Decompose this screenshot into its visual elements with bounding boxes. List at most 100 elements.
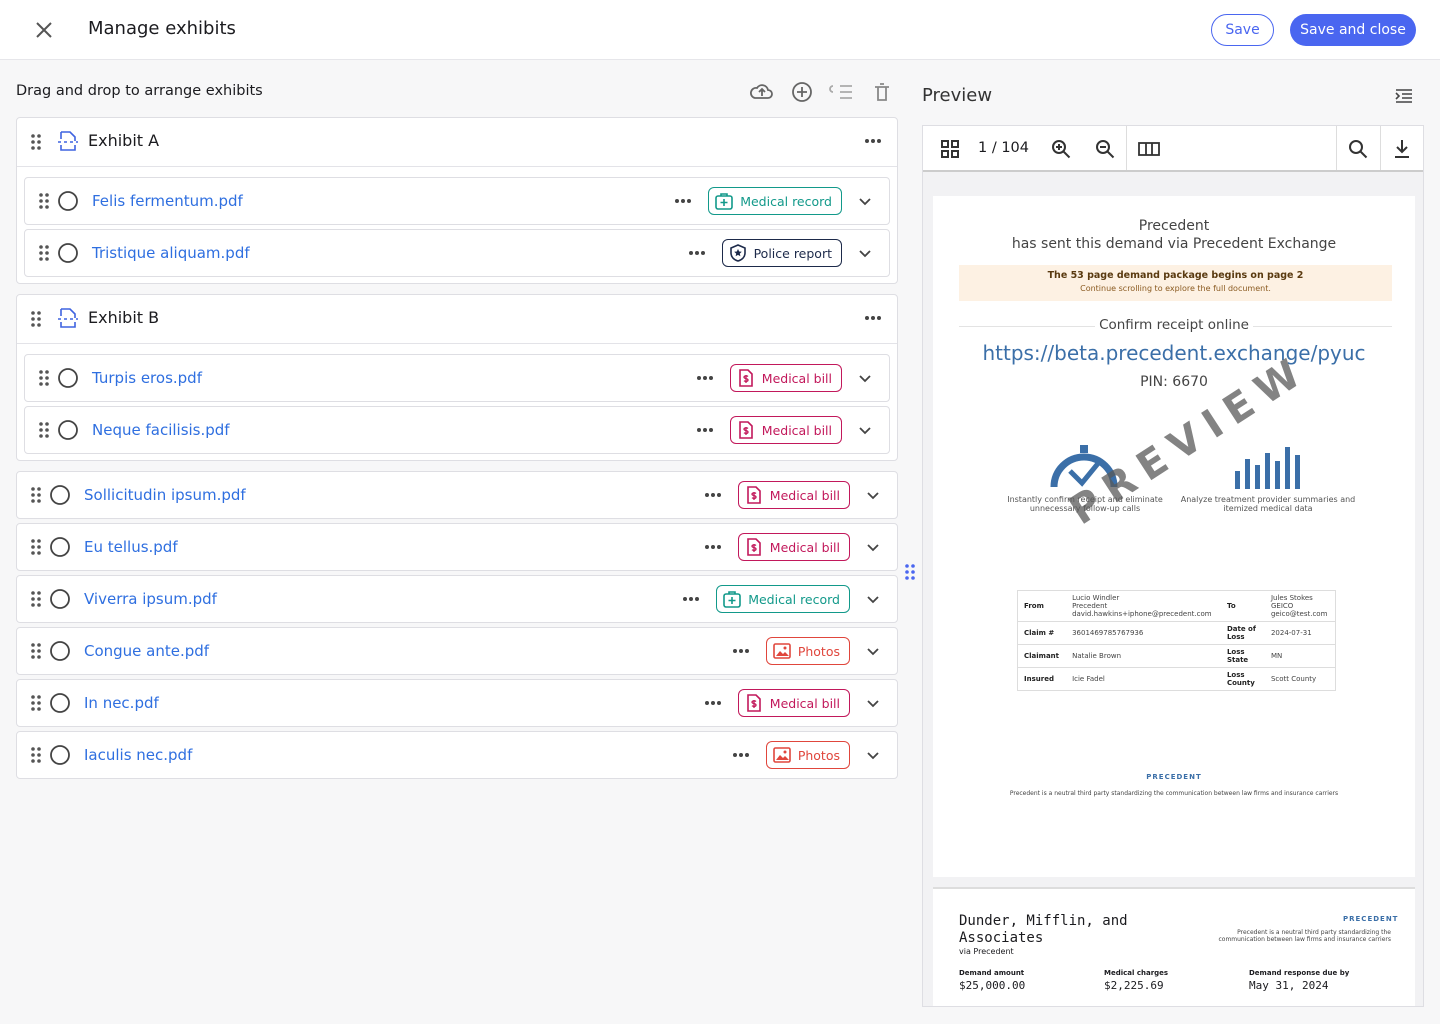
check[interactable] — [49, 744, 71, 766]
drag[interactable] — [39, 193, 49, 209]
expand-chevron[interactable] — [866, 543, 880, 553]
check[interactable] — [57, 190, 79, 212]
more[interactable] — [696, 427, 714, 433]
chevron[interactable] — [866, 543, 880, 553]
more-menu[interactable] — [704, 700, 722, 706]
chevron[interactable] — [858, 374, 872, 384]
more-menu[interactable] — [864, 315, 882, 321]
select-checkbox[interactable] — [49, 536, 71, 558]
collapse-preview[interactable] — [1394, 88, 1414, 104]
drag[interactable] — [31, 591, 41, 607]
drag-handle[interactable] — [31, 134, 41, 150]
list-toolbar[interactable] — [748, 80, 894, 104]
file-name[interactable]: Eu tellus.pdf — [84, 538, 178, 556]
select-checkbox[interactable] — [57, 190, 79, 212]
save-button[interactable]: Save — [1211, 14, 1274, 46]
file-row[interactable]: In nec.pdf Medical bill — [16, 679, 898, 727]
chevron[interactable] — [866, 647, 880, 657]
more-menu[interactable] — [704, 544, 722, 550]
file-name[interactable]: Viverra ipsum.pdf — [84, 590, 217, 608]
select-checkbox[interactable] — [57, 419, 79, 441]
select-checkbox[interactable] — [49, 484, 71, 506]
drag[interactable] — [31, 311, 41, 327]
more[interactable] — [704, 492, 722, 498]
more[interactable] — [704, 700, 722, 706]
more[interactable] — [696, 375, 714, 381]
select-checkbox[interactable] — [49, 640, 71, 662]
spread-view[interactable] — [1138, 141, 1162, 157]
drag-handle[interactable] — [31, 311, 41, 327]
select-checkbox[interactable] — [49, 692, 71, 714]
file-name[interactable]: Turpis eros.pdf — [92, 369, 202, 387]
expand-chevron[interactable] — [858, 197, 872, 207]
expand-chevron[interactable] — [866, 595, 880, 605]
expand-chevron[interactable] — [858, 249, 872, 259]
chevron[interactable] — [866, 491, 880, 501]
file-name[interactable]: Felis fermentum.pdf — [92, 192, 243, 210]
drag[interactable] — [39, 422, 49, 438]
more-menu[interactable] — [864, 138, 882, 144]
more-menu[interactable] — [674, 198, 692, 204]
drag-handle[interactable] — [39, 245, 49, 261]
expand-chevron[interactable] — [866, 751, 880, 761]
more[interactable] — [864, 138, 882, 144]
doc-tag[interactable]: Medical record — [708, 187, 842, 215]
close-button[interactable] — [35, 21, 53, 39]
file-row[interactable]: Neque facilisis.pdf Medical bill — [24, 406, 890, 454]
drag-handle[interactable] — [31, 539, 41, 555]
drag[interactable] — [31, 539, 41, 555]
zoom-in[interactable] — [1051, 139, 1071, 159]
drag-handle[interactable] — [31, 487, 41, 503]
check[interactable] — [49, 536, 71, 558]
more[interactable] — [682, 596, 700, 602]
check[interactable] — [49, 588, 71, 610]
expand-chevron[interactable] — [866, 647, 880, 657]
doc-tag[interactable]: Medical bill — [729, 364, 842, 392]
more-menu[interactable] — [732, 752, 750, 758]
select-checkbox[interactable] — [57, 367, 79, 389]
select-checkbox[interactable] — [57, 242, 79, 264]
save-close-button[interactable]: Save and close — [1290, 14, 1416, 46]
more[interactable] — [864, 315, 882, 321]
check[interactable] — [49, 692, 71, 714]
more-menu[interactable] — [688, 250, 706, 256]
file-row[interactable]: Iaculis nec.pdf Photos — [16, 731, 898, 779]
doc-tag[interactable]: Medical bill — [737, 533, 850, 561]
drag-handle[interactable] — [39, 193, 49, 209]
drag[interactable] — [39, 245, 49, 261]
expand-chevron[interactable] — [866, 699, 880, 709]
expand-chevron[interactable] — [866, 491, 880, 501]
drag-handle[interactable] — [31, 747, 41, 763]
drag[interactable] — [31, 487, 41, 503]
check[interactable] — [49, 484, 71, 506]
file-name[interactable]: Iaculis nec.pdf — [84, 746, 193, 764]
file-row[interactable]: Sollicitudin ipsum.pdf Medical bill — [16, 471, 898, 519]
file-row[interactable]: Viverra ipsum.pdf Medical record — [16, 575, 898, 623]
doc-tag[interactable]: Medical record — [716, 585, 850, 613]
exhibit-name[interactable]: Exhibit B — [88, 308, 160, 327]
doc-tag[interactable]: Photos — [765, 637, 850, 665]
drag[interactable] — [31, 695, 41, 711]
drag-handle[interactable] — [31, 591, 41, 607]
drag[interactable] — [31, 134, 41, 150]
select-checkbox[interactable] — [49, 588, 71, 610]
more-menu[interactable] — [696, 375, 714, 381]
more[interactable] — [732, 648, 750, 654]
more[interactable] — [688, 250, 706, 256]
file-name[interactable]: Congue ante.pdf — [84, 642, 210, 660]
more-menu[interactable] — [704, 492, 722, 498]
drag-handle[interactable] — [31, 695, 41, 711]
chevron[interactable] — [858, 197, 872, 207]
doc-tag[interactable]: Police report — [721, 239, 842, 267]
drag-handle[interactable] — [39, 370, 49, 386]
exhibit-name[interactable]: Exhibit A — [88, 131, 160, 150]
check[interactable] — [57, 419, 79, 441]
chevron[interactable] — [866, 595, 880, 605]
file-name[interactable]: In nec.pdf — [84, 694, 159, 712]
drag-handle[interactable] — [39, 422, 49, 438]
drag[interactable] — [31, 747, 41, 763]
expand-chevron[interactable] — [858, 374, 872, 384]
chevron[interactable] — [866, 699, 880, 709]
chevron[interactable] — [858, 426, 872, 436]
thumbnails-button[interactable] — [941, 140, 959, 158]
